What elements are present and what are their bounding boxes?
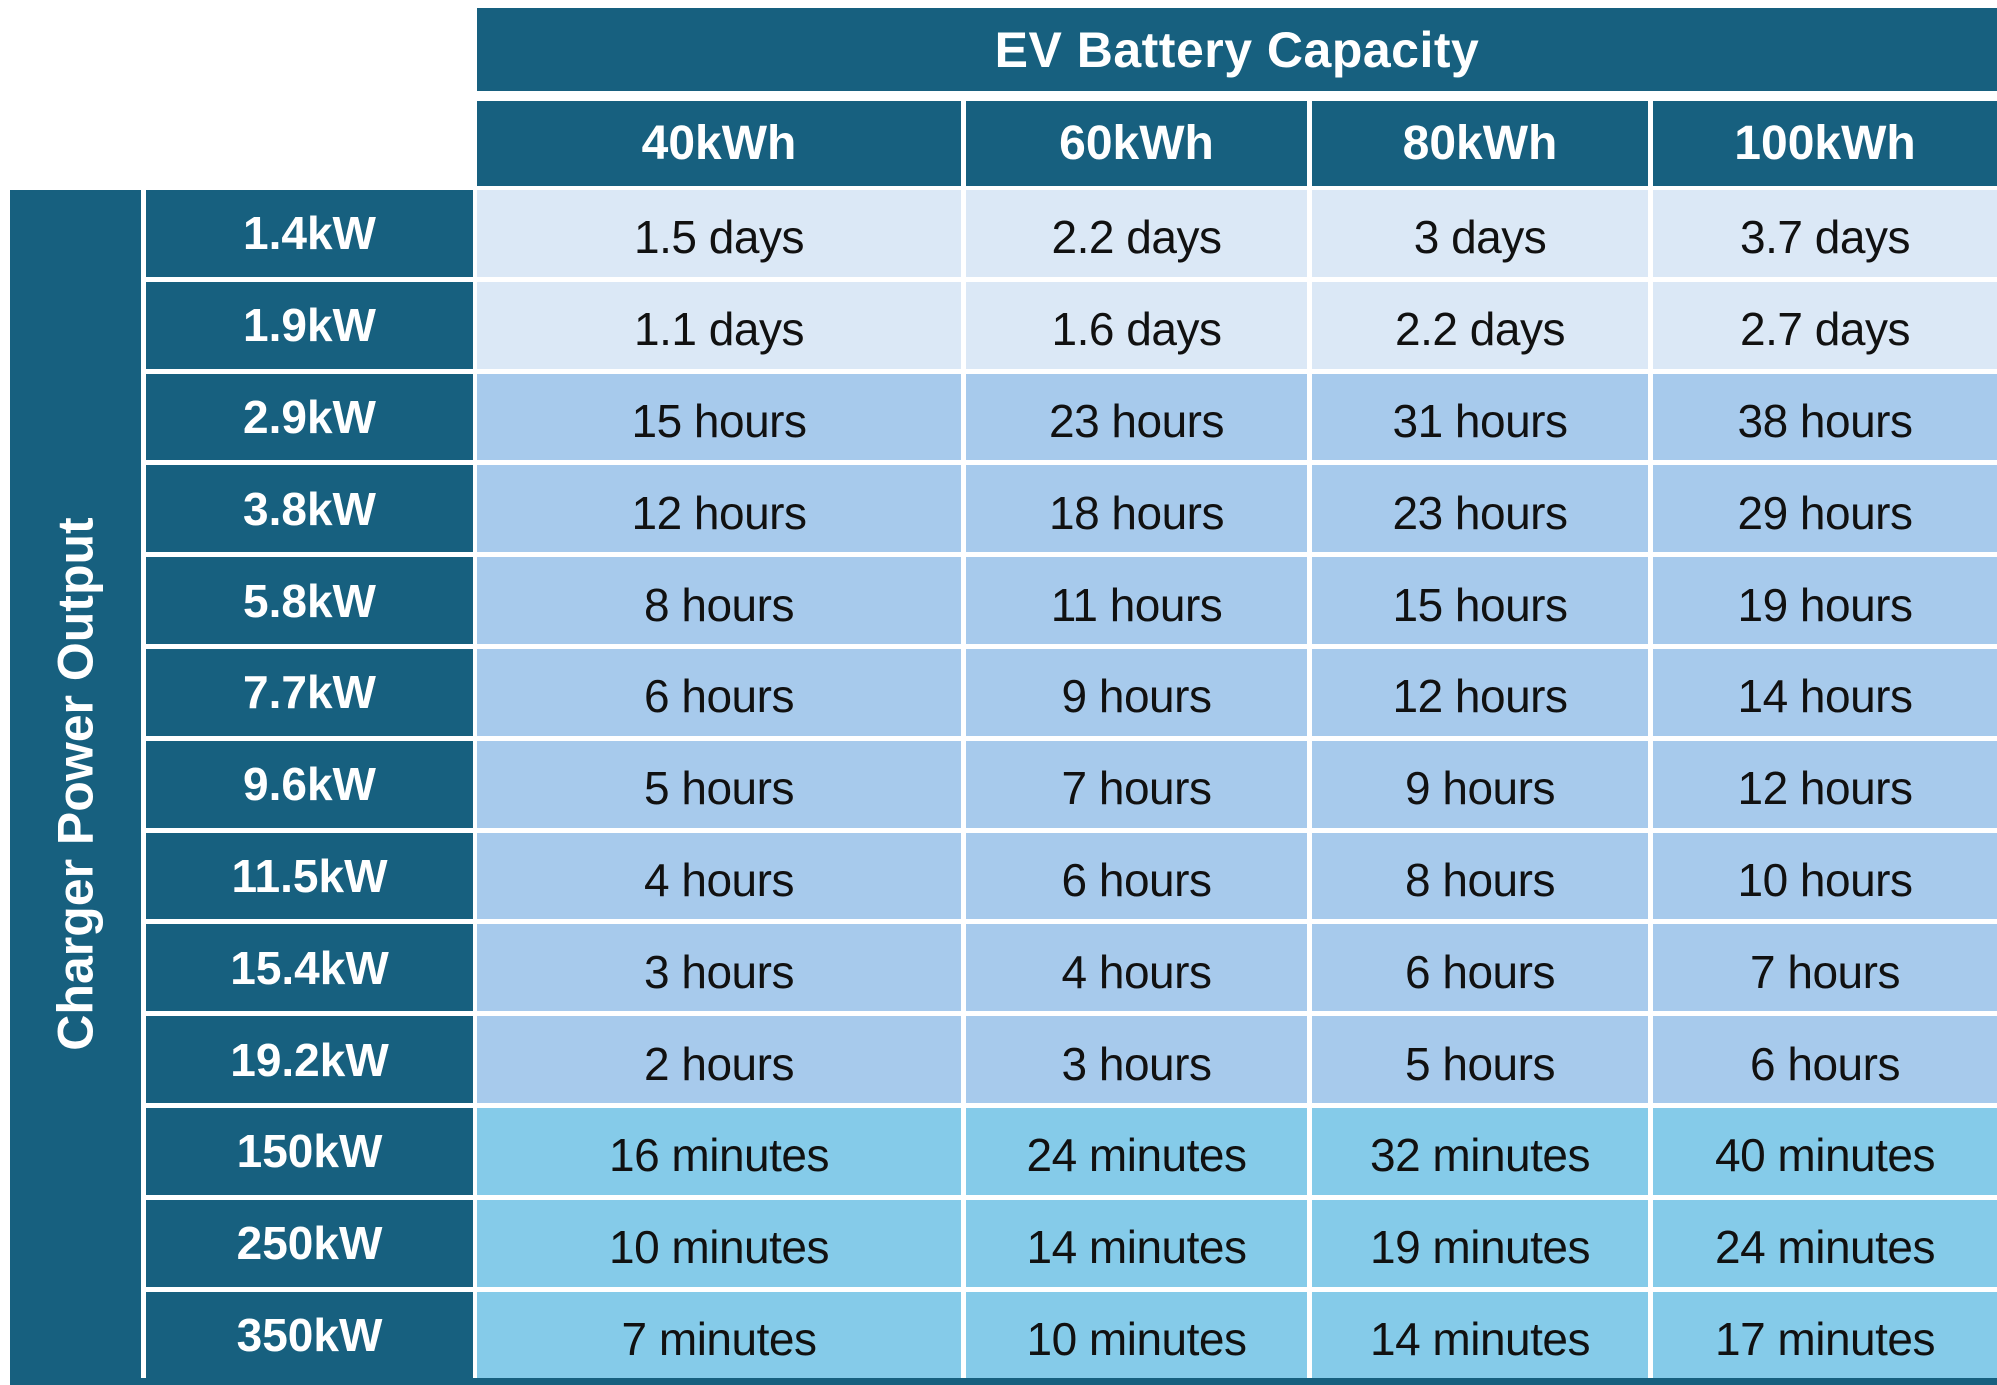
table-cell: 6 hours: [1653, 1016, 1997, 1103]
charger-power-output-label-text: Charger Power Output: [47, 517, 104, 1051]
table-bottom-border: [10, 1378, 1997, 1385]
table-cell: 38 hours: [1653, 373, 1997, 461]
row-header-3-8kw: 3.8kW: [146, 465, 473, 553]
table-cell: 7 hours: [1653, 924, 1997, 1012]
table-cell: 1.5 days: [477, 190, 961, 277]
row-header-15-4kw: 15.4kW: [146, 924, 473, 1012]
row-header-5-8kw: 5.8kW: [146, 557, 473, 644]
table-cell: 1.6 days: [966, 281, 1307, 369]
table-cell: 9 hours: [966, 649, 1307, 736]
column-header-60kwh: 60kWh: [966, 101, 1307, 186]
table-cell: 31 hours: [1312, 373, 1648, 461]
table-cell: 17 minutes: [1653, 1291, 1997, 1379]
table-cell: 12 hours: [1653, 740, 1997, 828]
row-header-150kw: 150kW: [146, 1108, 473, 1195]
row-header-9-6kw: 9.6kW: [146, 740, 473, 828]
row-header-1-4kw: 1.4kW: [146, 190, 473, 277]
table-cell: 3 hours: [966, 1016, 1307, 1103]
table-cell: 2.2 days: [966, 190, 1307, 277]
table-cell: 1.1 days: [477, 281, 961, 369]
table-cell: 15 hours: [1312, 557, 1648, 644]
table-cell: 12 hours: [477, 465, 961, 553]
row-header-11-5kw: 11.5kW: [146, 832, 473, 920]
table-cell: 40 minutes: [1653, 1108, 1997, 1195]
row-header-2-9kw: 2.9kW: [146, 373, 473, 461]
table-cell: 2 hours: [477, 1016, 961, 1103]
table-cell: 23 hours: [966, 373, 1307, 461]
table-cell: 5 hours: [477, 740, 961, 828]
table-cell: 8 hours: [477, 557, 961, 644]
table-cell: 4 hours: [966, 924, 1307, 1012]
table-cell: 24 minutes: [966, 1108, 1307, 1195]
table-cell: 18 hours: [966, 465, 1307, 553]
table-cell: 7 hours: [966, 740, 1307, 828]
row-header-1-9kw: 1.9kW: [146, 281, 473, 369]
row-header-350kw: 350kW: [146, 1291, 473, 1379]
table-cell: 6 hours: [477, 649, 961, 736]
table-cell: 6 hours: [1312, 924, 1648, 1012]
table-cell: 2.7 days: [1653, 281, 1997, 369]
table-cell: 7 minutes: [477, 1291, 961, 1379]
table-cell: 16 minutes: [477, 1108, 961, 1195]
table-cell: 19 hours: [1653, 557, 1997, 644]
table-cell: 9 hours: [1312, 740, 1648, 828]
table-cell: 14 minutes: [966, 1199, 1307, 1287]
table-cell: 11 hours: [966, 557, 1307, 644]
row-header-19-2kw: 19.2kW: [146, 1016, 473, 1103]
table-cell: 23 hours: [1312, 465, 1648, 553]
table-cell: 32 minutes: [1312, 1108, 1648, 1195]
column-header-100kwh: 100kWh: [1653, 101, 1997, 186]
table-cell: 8 hours: [1312, 832, 1648, 920]
row-header-7-7kw: 7.7kW: [146, 649, 473, 736]
table-cell: 4 hours: [477, 832, 961, 920]
table-cell: 10 hours: [1653, 832, 1997, 920]
table-cell: 19 minutes: [1312, 1199, 1648, 1287]
row-header-250kw: 250kW: [146, 1199, 473, 1287]
column-header-40kwh: 40kWh: [477, 101, 961, 186]
table-cell: 3 days: [1312, 190, 1648, 277]
charger-power-output-label: Charger Power Output: [10, 190, 141, 1378]
table-cell: 3 hours: [477, 924, 961, 1012]
table-cell: 6 hours: [966, 832, 1307, 920]
table-cell: 15 hours: [477, 373, 961, 461]
table-cell: 24 minutes: [1653, 1199, 1997, 1287]
table-cell: 12 hours: [1312, 649, 1648, 736]
table-cell: 14 minutes: [1312, 1291, 1648, 1379]
table-cell: 3.7 days: [1653, 190, 1997, 277]
table-cell: 14 hours: [1653, 649, 1997, 736]
battery-capacity-group-header: EV Battery Capacity: [477, 8, 1997, 91]
column-header-80kwh: 80kWh: [1312, 101, 1648, 186]
table-cell: 29 hours: [1653, 465, 1997, 553]
table-cell: 5 hours: [1312, 1016, 1648, 1103]
table-cell: 10 minutes: [966, 1291, 1307, 1379]
table-cell: 10 minutes: [477, 1199, 961, 1287]
table-cell: 2.2 days: [1312, 281, 1648, 369]
